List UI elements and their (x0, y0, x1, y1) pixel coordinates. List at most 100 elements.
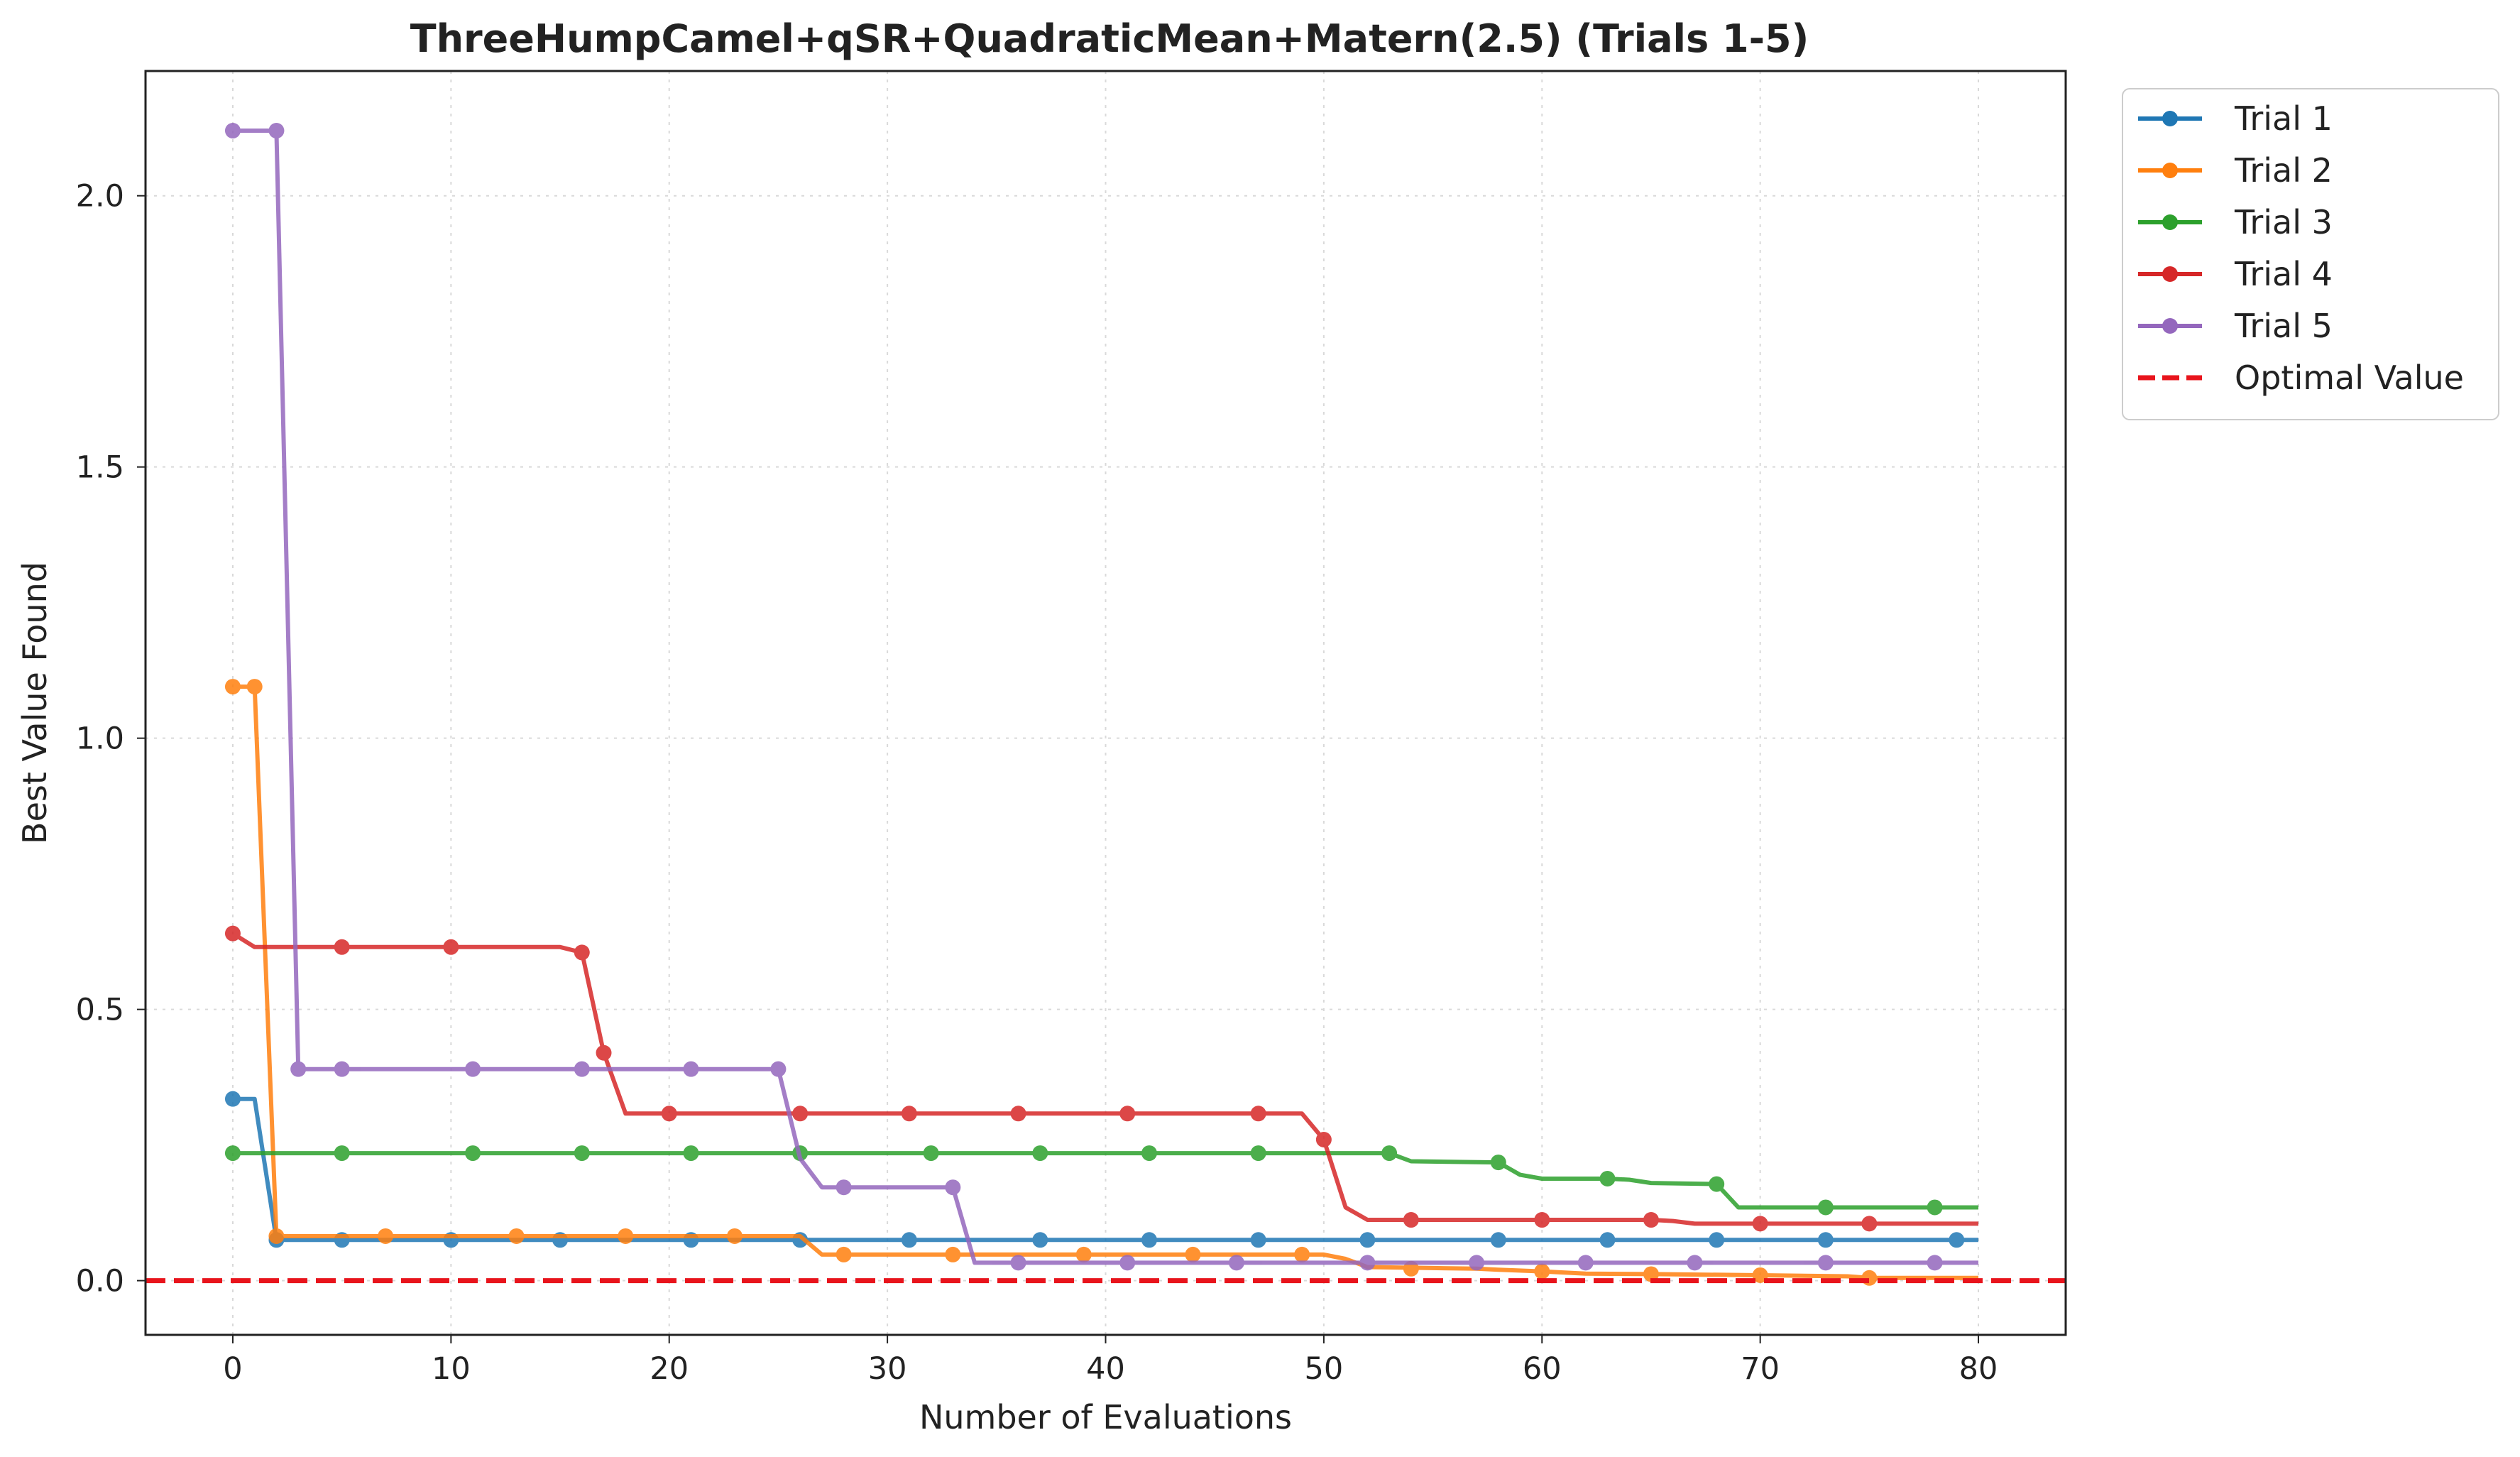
data-point (1228, 1255, 1244, 1271)
data-point (465, 1061, 481, 1077)
data-point (574, 944, 590, 961)
data-point (770, 1061, 787, 1077)
data-point (334, 939, 350, 955)
legend-label: Optimal Value (2235, 359, 2464, 397)
data-point (1010, 1106, 1026, 1122)
data-point (836, 1179, 852, 1196)
legend-label: Trial 1 (2234, 99, 2333, 138)
x-tick-label: 10 (432, 1351, 471, 1387)
data-point (923, 1145, 939, 1162)
data-point (465, 1145, 481, 1162)
data-point (1185, 1246, 1201, 1262)
series-line (233, 129, 1978, 1265)
series-line (231, 932, 1978, 1226)
data-point (901, 1106, 917, 1122)
y-tick-label: 1.5 (76, 450, 124, 486)
data-point (224, 1145, 241, 1162)
series-trial-5 (224, 123, 1978, 1271)
x-tick-label: 70 (1741, 1351, 1780, 1387)
data-point (1010, 1255, 1026, 1271)
x-tick-label: 20 (650, 1351, 689, 1387)
data-point (1315, 1131, 1332, 1147)
grid (146, 71, 2066, 1335)
data-point (1141, 1145, 1157, 1162)
data-point (901, 1232, 917, 1248)
series-layer (224, 123, 1978, 1286)
legend-item: Trial 3 (2138, 203, 2333, 241)
data-point (1359, 1232, 1376, 1248)
data-point (268, 123, 285, 139)
series-line (233, 1096, 1978, 1243)
x-tick-label: 40 (1086, 1351, 1125, 1387)
data-point (1534, 1263, 1550, 1279)
data-point (1469, 1255, 1485, 1271)
legend-label: Trial 2 (2234, 151, 2333, 190)
data-point (1577, 1255, 1594, 1271)
data-point (224, 925, 241, 942)
x-tick-label: 50 (1305, 1351, 1344, 1387)
data-point (1817, 1199, 1834, 1216)
data-point (1250, 1145, 1266, 1162)
data-point (224, 679, 241, 695)
data-point (945, 1246, 961, 1262)
chart-title: ThreeHumpCamel+qSR+QuadraticMean+Matern(… (410, 16, 1809, 61)
legend-marker (2162, 163, 2178, 178)
data-point (1927, 1199, 1943, 1216)
data-point (836, 1246, 852, 1262)
data-point (1534, 1212, 1550, 1228)
data-point (1709, 1232, 1725, 1248)
data-point (1687, 1255, 1703, 1271)
x-tick-label: 60 (1523, 1351, 1562, 1387)
data-point (683, 1061, 699, 1077)
data-point (1119, 1255, 1136, 1271)
data-point (1250, 1232, 1266, 1248)
data-point (1294, 1246, 1310, 1262)
data-point (508, 1228, 525, 1244)
series-trial-4 (224, 925, 1978, 1232)
data-point (1752, 1216, 1768, 1232)
data-point (378, 1228, 394, 1244)
legend-item: Trial 5 (2138, 307, 2333, 345)
legend-label: Trial 3 (2234, 203, 2333, 241)
y-tick-label: 2.0 (76, 179, 124, 214)
data-point (1599, 1232, 1616, 1248)
data-point (1643, 1266, 1659, 1282)
data-point (1359, 1255, 1376, 1271)
y-tick-label: 0.0 (76, 1264, 124, 1299)
data-point (1119, 1106, 1136, 1122)
legend-marker (2162, 266, 2178, 282)
data-point (683, 1145, 699, 1162)
legend-item: Optimal Value (2138, 359, 2464, 397)
data-point (1861, 1270, 1878, 1286)
data-point (1709, 1176, 1725, 1192)
data-point (1927, 1255, 1943, 1271)
data-point (945, 1179, 961, 1196)
data-point (1643, 1212, 1659, 1228)
legend-item: Trial 1 (2138, 99, 2333, 138)
legend-item: Trial 4 (2138, 255, 2333, 293)
y-tick-label: 1.0 (76, 721, 124, 757)
data-point (792, 1106, 809, 1122)
data-point (1861, 1216, 1878, 1232)
data-point (618, 1228, 634, 1244)
data-point (596, 1044, 612, 1061)
ticks: 0 10 20 30 40 50 60 70 80 0.0 0.5 1.0 1.5 2.0 (76, 179, 1998, 1387)
data-point (290, 1061, 307, 1077)
data-point (1817, 1255, 1834, 1271)
data-point (1032, 1232, 1048, 1248)
legend-marker (2162, 318, 2178, 334)
data-point (1250, 1106, 1266, 1122)
data-point (1490, 1155, 1506, 1171)
data-point (1141, 1232, 1157, 1248)
legend-label: Trial 4 (2234, 255, 2333, 293)
x-tick-label: 80 (1959, 1351, 1998, 1387)
data-point (224, 1091, 241, 1107)
legend-label: Trial 5 (2234, 307, 2333, 345)
data-point (268, 1228, 285, 1244)
x-tick-label: 30 (868, 1351, 907, 1387)
legend-item: Trial 2 (2138, 151, 2333, 190)
data-point (1599, 1170, 1616, 1186)
data-point (726, 1228, 743, 1244)
